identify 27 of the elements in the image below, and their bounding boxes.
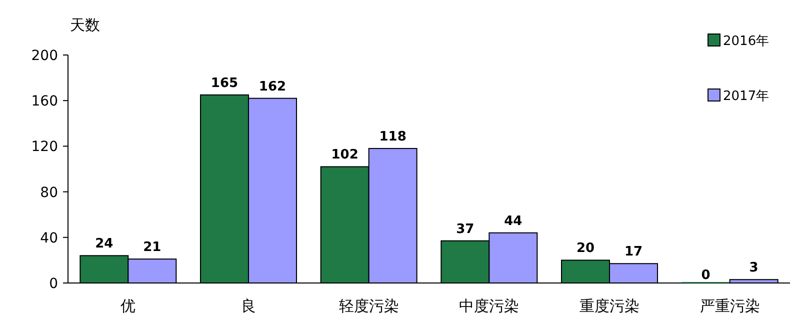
data-label: 37: [456, 222, 474, 237]
x-tick-label: 重度污染: [580, 297, 640, 315]
data-label: 17: [624, 244, 643, 260]
x-tick-label: 优: [120, 297, 136, 315]
legend-label: 2016年: [723, 34, 770, 49]
y-axis-title: 天数: [70, 16, 100, 34]
data-label: 0: [701, 268, 710, 283]
data-label: 3: [749, 260, 758, 276]
x-tick-label: 良: [241, 297, 256, 315]
x-tick-label: 轻度污染: [338, 297, 399, 315]
y-tick-label: 40: [40, 230, 58, 246]
legend-label: 2017年: [723, 89, 770, 104]
y-tick-label: 200: [31, 48, 58, 64]
data-label: 162: [258, 79, 286, 94]
data-label: 21: [143, 240, 162, 256]
y-tick-label: 0: [49, 276, 58, 292]
data-label: 102: [331, 148, 358, 163]
y-tick-label: 160: [31, 94, 58, 110]
data-label: 20: [576, 241, 595, 256]
y-tick-label: 80: [40, 184, 58, 201]
x-tick-label: 严重污染: [700, 297, 760, 315]
data-label: 24: [95, 236, 114, 252]
data-label: 165: [210, 76, 238, 91]
data-label: 118: [379, 129, 406, 144]
data-label: 44: [504, 214, 522, 229]
x-tick-label: 中度污染: [459, 297, 520, 315]
y-tick-label: 120: [31, 139, 58, 156]
